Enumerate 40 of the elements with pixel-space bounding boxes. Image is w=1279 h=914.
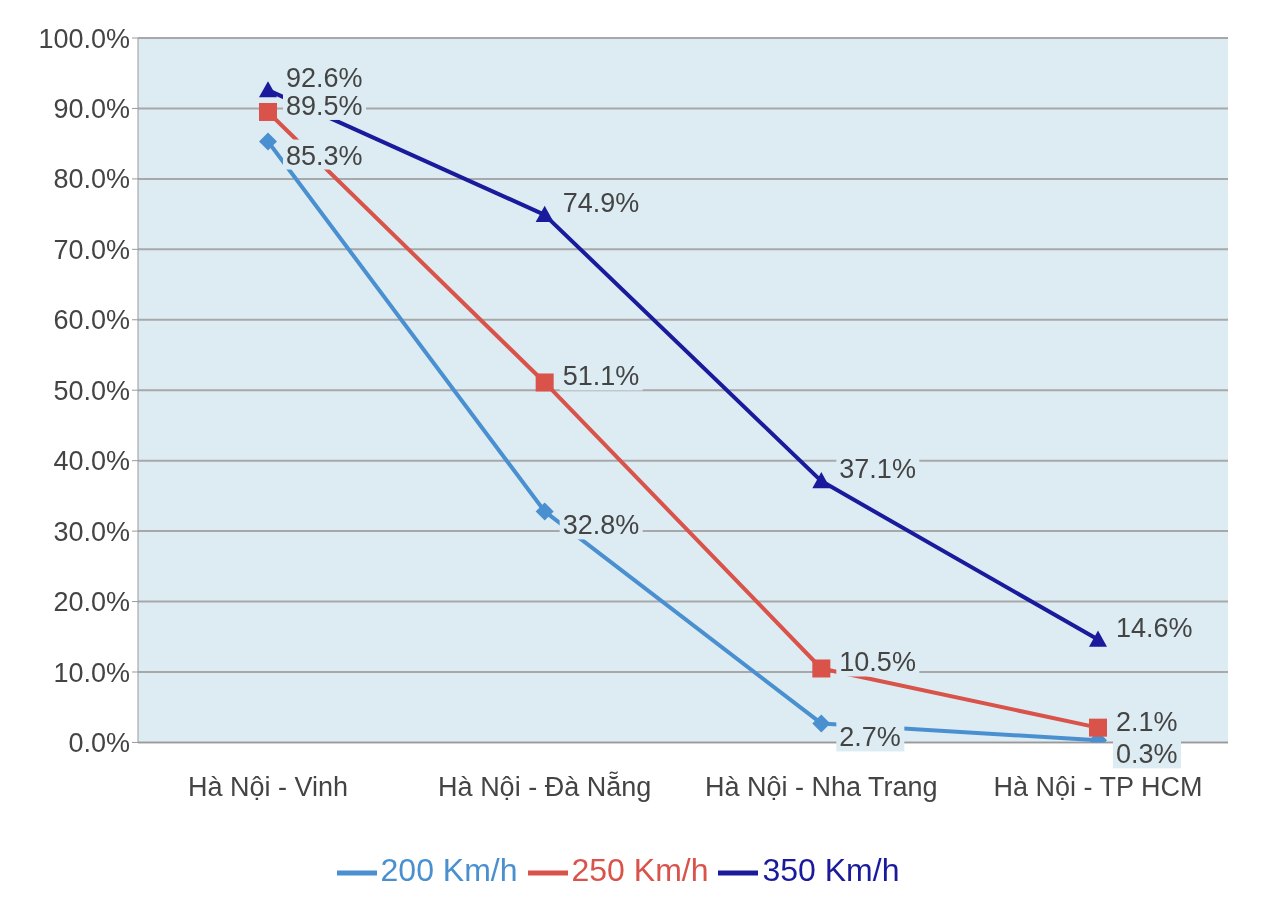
- data-label: 10.5%: [839, 647, 916, 678]
- data-label: 2.1%: [1116, 706, 1178, 737]
- y-tick-label: 20.0%: [53, 587, 130, 618]
- x-tick-label: Hà Nội - TP HCM: [993, 771, 1203, 802]
- x-tick-label: Hà Nội - Nha Trang: [705, 771, 938, 802]
- y-tick-label: 40.0%: [53, 446, 130, 477]
- y-tick-label: 80.0%: [53, 164, 130, 195]
- data-label: 89.5%: [286, 90, 363, 121]
- y-tick-label: 90.0%: [53, 94, 130, 125]
- point: [259, 81, 277, 98]
- y-tick-label: 50.0%: [53, 375, 130, 406]
- point: [259, 132, 277, 151]
- data-label: 0.3%: [1116, 739, 1178, 770]
- point: [812, 659, 831, 678]
- y-tick-label: 0.0%: [68, 728, 130, 759]
- point: [1089, 718, 1107, 737]
- legend-label: 200 Km/h: [380, 852, 518, 889]
- data-label: 32.8%: [562, 510, 640, 541]
- data-label: 85.3%: [286, 140, 363, 171]
- point: [812, 472, 831, 489]
- y-tick-label: 30.0%: [53, 516, 130, 547]
- legend-label: 350 Km/h: [762, 852, 900, 889]
- y-tick-label: 60.0%: [53, 305, 130, 336]
- point: [259, 102, 277, 121]
- x-tick-label: Hà Nội - Đà Nẵng: [438, 770, 652, 802]
- x-tick-label: Hà Nội - Vinh: [187, 771, 349, 802]
- legend-label: 250 Km/h: [571, 852, 709, 889]
- point: [535, 373, 554, 392]
- point: [1089, 630, 1107, 647]
- data-label: 51.1%: [562, 361, 640, 392]
- point: [535, 502, 554, 521]
- data-label: 14.6%: [1116, 612, 1193, 643]
- y-tick-label: 10.0%: [53, 657, 130, 688]
- point: [535, 205, 554, 223]
- data-label: 2.7%: [839, 722, 901, 753]
- y-tick-label: 70.0%: [53, 234, 130, 265]
- point: [812, 714, 831, 733]
- data-label: 74.9%: [562, 187, 640, 218]
- data-label: 37.1%: [839, 454, 916, 485]
- y-tick-label: 100.0%: [38, 23, 130, 54]
